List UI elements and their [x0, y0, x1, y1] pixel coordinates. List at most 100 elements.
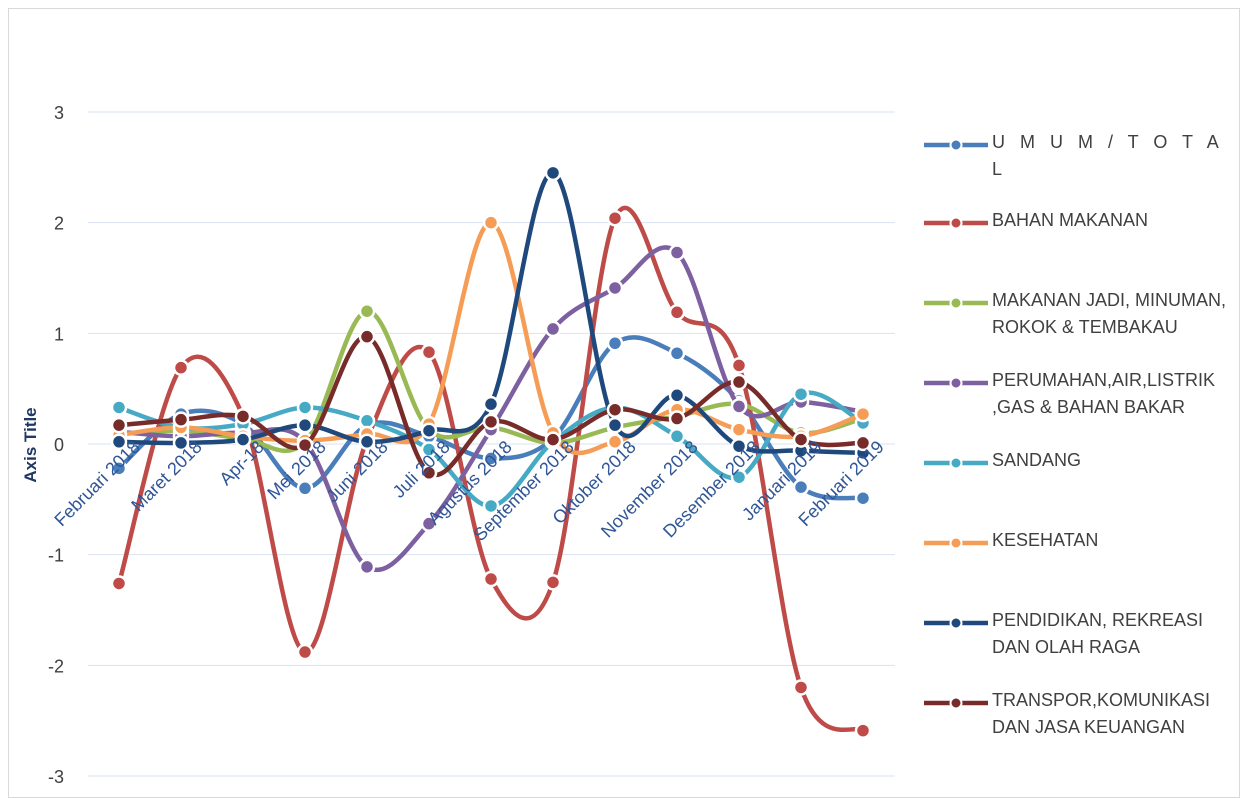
legend-marker: [924, 696, 988, 710]
data-point: [110, 460, 128, 477]
x-tick-label: Juni 2018: [322, 437, 391, 506]
data-point: [482, 497, 500, 515]
legend-marker: [924, 296, 988, 310]
data-point: [482, 450, 500, 467]
x-tick-label: Februari 2018: [50, 437, 143, 530]
legend-item: TRANSPOR,KOMUNIKASI DAN JASA KEUANGAN: [920, 690, 1242, 741]
y-tick-label: 0: [54, 435, 64, 455]
data-point: [110, 433, 128, 451]
data-point: [606, 416, 624, 434]
data-point: [482, 570, 500, 588]
data-point: [730, 373, 748, 391]
data-point: [544, 574, 562, 591]
legend-marker: [924, 456, 988, 470]
data-point: [172, 359, 190, 376]
data-point: [296, 643, 314, 661]
data-point: [668, 345, 686, 362]
y-tick-label: 3: [54, 103, 64, 123]
data-point: [854, 722, 872, 739]
data-point: [668, 304, 686, 321]
legend-marker: [924, 616, 988, 630]
data-point: [296, 416, 314, 434]
legend-item: MAKANAN JADI, MINUMAN, ROKOK & TEMBAKAU: [920, 290, 1242, 341]
legend-marker: [924, 376, 988, 390]
data-point: [668, 410, 686, 427]
data-point: [482, 395, 500, 413]
legend-item: PENDIDIKAN, REKREASI DAN OLAH RAGA: [920, 610, 1242, 661]
data-point: [420, 422, 438, 439]
data-point: [668, 387, 686, 404]
data-point: [358, 302, 376, 320]
data-point: [544, 164, 562, 182]
data-point: [172, 434, 190, 452]
y-tick-label: 2: [54, 214, 64, 234]
data-point: [792, 385, 810, 403]
legend-item: PERUMAHAN,AIR,LISTRIK ,GAS & BAHAN BAKAR: [920, 370, 1242, 421]
data-point: [358, 433, 376, 451]
data-point: [730, 357, 748, 374]
y-tick-label: -2: [48, 656, 64, 676]
data-point: [730, 468, 748, 486]
data-point: [668, 428, 686, 445]
data-point: [854, 434, 872, 452]
y-axis-ticks: 3 2 1 0 -1 -2 -3: [48, 103, 64, 785]
y-tick-label: 1: [54, 324, 64, 344]
series-lines: [110, 164, 872, 739]
data-point: [358, 328, 376, 345]
data-point: [420, 343, 438, 361]
data-point: [420, 464, 438, 482]
data-point: [482, 214, 500, 231]
legend-label: U M U M / T O T A L: [992, 132, 1223, 179]
data-point: [110, 416, 128, 434]
data-point: [730, 421, 748, 438]
legend-item: KESEHATAN: [920, 530, 1242, 554]
data-point: [110, 575, 128, 592]
y-tick-label: -1: [48, 546, 64, 566]
data-point: [792, 478, 810, 496]
data-point: [544, 320, 562, 338]
data-point: [606, 401, 624, 418]
data-point: [358, 412, 376, 430]
data-point: [668, 244, 686, 261]
data-point: [606, 209, 624, 227]
y-axis-title: Axis Title: [21, 407, 40, 482]
data-point: [358, 558, 376, 576]
legend-label: PERUMAHAN,AIR,LISTRIK ,GAS & BAHAN BAKAR: [992, 370, 1216, 417]
data-point: [606, 279, 624, 297]
grid-lines: [88, 111, 895, 777]
data-point: [420, 515, 438, 532]
data-point: [296, 436, 314, 454]
legend-label: BAHAN MAKANAN: [992, 210, 1149, 230]
data-point: [234, 408, 252, 425]
data-point: [854, 405, 872, 423]
legend: U M U M / T O T A L BAHAN MAKANAN MAKANAN …: [920, 0, 1240, 785]
series-7: [110, 328, 872, 482]
legend-marker: [924, 536, 988, 550]
data-point: [544, 431, 562, 448]
y-tick-label: -3: [48, 767, 64, 785]
data-point: [296, 480, 314, 497]
data-point: [296, 399, 314, 416]
data-point: [110, 399, 128, 416]
legend-label: KESEHATAN: [992, 530, 1099, 550]
data-point: [792, 679, 810, 696]
legend-marker: [924, 138, 988, 152]
data-point: [606, 433, 624, 451]
legend-item: U M U M / T O T A L: [920, 132, 1242, 183]
data-point: [730, 398, 748, 415]
data-point: [172, 411, 190, 428]
legend-label: PENDIDIKAN, REKREASI DAN OLAH RAGA: [992, 610, 1204, 657]
data-point: [234, 431, 252, 448]
legend-label: MAKANAN JADI, MINUMAN, ROKOK & TEMBAKAU: [992, 290, 1227, 337]
data-point: [730, 437, 748, 455]
data-point: [792, 431, 810, 448]
data-point: [854, 489, 872, 507]
legend-label: SANDANG: [992, 450, 1082, 470]
legend-label: TRANSPOR,KOMUNIKASI DAN JASA KEUANGAN: [992, 690, 1211, 737]
data-point: [482, 413, 500, 431]
legend-item: BAHAN MAKANAN: [920, 210, 1242, 234]
legend-marker: [924, 216, 988, 230]
data-point: [606, 335, 624, 352]
legend-item: SANDANG: [920, 450, 1242, 474]
